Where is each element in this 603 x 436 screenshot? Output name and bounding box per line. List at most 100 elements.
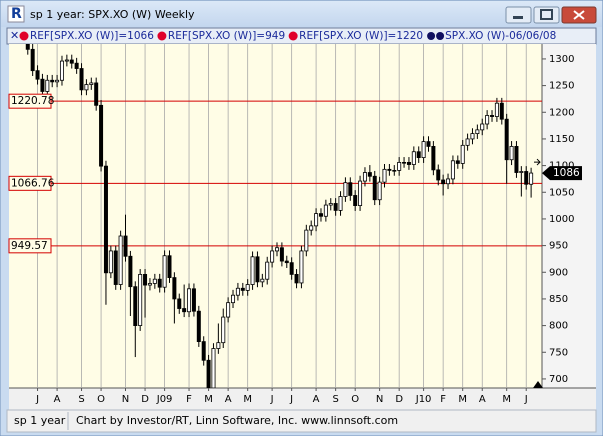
plot-area xyxy=(9,44,542,388)
candle-body xyxy=(89,82,94,85)
app-icon: R xyxy=(7,5,25,23)
candle-body xyxy=(187,288,192,313)
candle-body xyxy=(348,182,353,196)
maximize-button[interactable] xyxy=(533,6,560,24)
legend-dot xyxy=(427,32,436,40)
candle-body xyxy=(123,235,128,257)
candle-body xyxy=(64,59,69,62)
candle-body xyxy=(441,179,446,185)
candle-body xyxy=(323,204,328,217)
x-tick-label: F xyxy=(186,394,192,405)
candle-body xyxy=(392,169,397,172)
candle-body xyxy=(226,302,231,318)
close-button[interactable] xyxy=(561,6,597,24)
candle-body xyxy=(397,161,402,171)
status-left: sp 1 year xyxy=(14,414,66,427)
candle-body xyxy=(480,123,485,131)
candle-body xyxy=(294,273,299,284)
x-tick-label: S xyxy=(78,394,84,405)
legend-label: REF[SPX.XO (W)]=949 xyxy=(168,30,285,42)
candle-body xyxy=(35,70,40,80)
candle-body xyxy=(402,161,407,164)
x-axis-area xyxy=(9,388,596,410)
candle-body xyxy=(143,273,148,286)
legend-label: REF[SPX.XO (W)]=1066 xyxy=(30,30,154,42)
minimize-button[interactable] xyxy=(505,6,532,24)
candle-body xyxy=(504,118,509,161)
x-tick-label: F xyxy=(440,394,446,405)
candle-body xyxy=(182,308,187,313)
y-tick-label: 1150 xyxy=(549,134,574,145)
legend-dot xyxy=(288,31,298,41)
axes: 7007508008509009501000105011001150120012… xyxy=(8,54,582,405)
candle-body xyxy=(245,284,250,291)
candle-body xyxy=(509,145,514,161)
candle-body xyxy=(147,283,152,286)
candle-body xyxy=(94,82,99,106)
candle-body xyxy=(240,287,245,291)
candle-body xyxy=(30,48,35,72)
y-tick-label: 700 xyxy=(549,374,568,385)
candle-body xyxy=(103,165,108,274)
candle-body xyxy=(172,277,177,300)
candle-body xyxy=(201,341,206,361)
candle-body xyxy=(25,44,30,50)
candle-body xyxy=(338,196,343,211)
candle-body xyxy=(470,133,475,140)
candle-body xyxy=(382,168,387,183)
candle-body xyxy=(50,79,55,83)
y-tick-label: 1250 xyxy=(549,81,574,92)
y-tick-label: 800 xyxy=(549,321,568,332)
x-tick-label: A xyxy=(313,394,320,405)
candle-body xyxy=(255,256,260,283)
y-tick-label: 750 xyxy=(549,347,568,358)
last-value-label: 1086 xyxy=(553,167,580,179)
candle-body xyxy=(279,247,284,262)
candle-body xyxy=(59,60,64,81)
candle-body xyxy=(362,172,367,182)
y-tick-label: 1050 xyxy=(549,187,574,198)
candle-body xyxy=(304,229,309,252)
candle-body xyxy=(221,316,226,344)
candle-body xyxy=(519,171,524,173)
candle-body xyxy=(446,178,451,185)
candle-body xyxy=(177,298,182,309)
plot xyxy=(9,44,542,388)
y-tick-label: 900 xyxy=(549,267,568,278)
candle-body xyxy=(343,182,348,197)
candle-body xyxy=(211,348,216,388)
candle-body xyxy=(231,294,236,304)
x-tick-label: M xyxy=(243,394,252,405)
x-tick-label: J xyxy=(289,394,293,405)
y-tick-label: 1000 xyxy=(549,214,574,225)
candle-body xyxy=(431,145,436,171)
candle-body xyxy=(69,59,74,64)
svg-text:R: R xyxy=(11,6,22,22)
x-tick-label: J xyxy=(35,394,39,405)
status-bar xyxy=(6,409,597,433)
svg-text:✕: ✕ xyxy=(10,29,19,42)
candle-body xyxy=(206,359,211,388)
candle-body xyxy=(367,172,372,177)
candle-body xyxy=(113,250,118,285)
candle-body xyxy=(514,145,519,173)
candle-body xyxy=(426,141,431,147)
candle-body xyxy=(450,160,455,180)
x-tick-label: J09 xyxy=(156,394,173,405)
x-tick-label: M xyxy=(204,394,213,405)
legend-label: SPX.XO (W)-06/06/08 xyxy=(445,30,556,42)
candle-body xyxy=(353,195,358,206)
y-tick-label: 1300 xyxy=(549,54,574,65)
candle-body xyxy=(499,102,504,120)
x-tick-label: A xyxy=(225,394,232,405)
y-tick-label: 1200 xyxy=(549,107,574,118)
candle-body xyxy=(45,79,50,92)
candle-body xyxy=(372,175,377,201)
y-tick-label: 950 xyxy=(549,241,568,252)
candle-body xyxy=(387,168,392,171)
y-axis-area xyxy=(542,44,596,388)
x-tick-label: O xyxy=(97,394,105,405)
candle-body xyxy=(411,151,416,165)
candle-body xyxy=(529,172,534,185)
